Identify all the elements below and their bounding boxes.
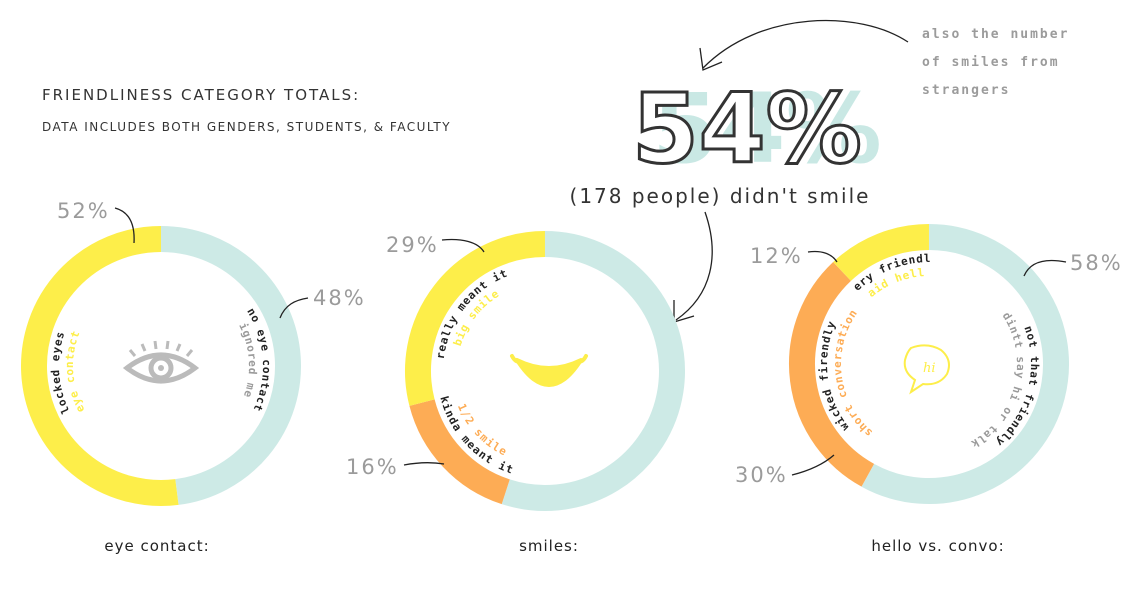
- chart-caption-eye-contact: eye contact:: [104, 537, 209, 555]
- donut-slice-2-1: [861, 224, 1069, 504]
- side-note-line-3: strangers: [922, 83, 1010, 98]
- side-note-arrowhead: [699, 47, 723, 71]
- pct-label-kinda-meant-it: 16%: [346, 455, 399, 479]
- donut-slice-1-2: [409, 399, 511, 505]
- highlight-arrow: [675, 211, 713, 321]
- side-note-line-1: also the number: [922, 27, 1069, 42]
- speech-bubble-icon: hi: [903, 344, 950, 395]
- leader-kinda-meant-it: [403, 461, 445, 466]
- leader-wicked-friendly: [791, 454, 835, 476]
- donut-slice-2-0: [833, 224, 930, 282]
- leader-no-eye-contact: [279, 297, 309, 319]
- highlight-number-shadow: 54%: [652, 73, 882, 185]
- pct-label-locked-eyes: 52%: [57, 199, 110, 223]
- leader-locked-eyes: [114, 207, 135, 244]
- smile-icon: [510, 354, 588, 387]
- leader-not-that-friendly: [1023, 259, 1067, 277]
- pct-label-wicked-friendly: 30%: [735, 463, 788, 487]
- side-note-line-2: of smiles from: [922, 55, 1060, 70]
- pct-label-not-that-friendly: 58%: [1070, 251, 1123, 275]
- speech-bubble-text: hi: [923, 361, 936, 376]
- page-title: FRIENDLINESS CATEGORY TOTALS:: [42, 86, 360, 104]
- leader-really-meant-it: [441, 238, 485, 253]
- highlight-number: 54%: [632, 73, 862, 185]
- donut-slice-0-1: [160, 226, 301, 505]
- pct-label-no-eye-contact: 48%: [313, 286, 366, 310]
- donut-slice-0-0: [21, 226, 179, 506]
- pct-label-very-friendly: 12%: [750, 244, 803, 268]
- chart-caption-hello-convo: hello vs. convo:: [871, 537, 1004, 555]
- eye-icon: [122, 340, 200, 384]
- side-note-arrow: [702, 19, 909, 69]
- donut-slice-2-2: [789, 261, 875, 487]
- pct-label-really-meant-it: 29%: [386, 233, 439, 257]
- donut-slice-1-0: [405, 231, 546, 406]
- label-path: [70, 275, 172, 457]
- chart-caption-smiles: smiles:: [519, 537, 579, 555]
- highlight-subtitle: (178 people) didn't smile: [570, 184, 871, 208]
- leader-very-friendly: [807, 250, 838, 263]
- label-path: [161, 275, 252, 456]
- donut-slice-1-1: [501, 231, 685, 511]
- page-subtitle: DATA INCLUDES BOTH GENDERS, STUDENTS, & …: [42, 120, 451, 134]
